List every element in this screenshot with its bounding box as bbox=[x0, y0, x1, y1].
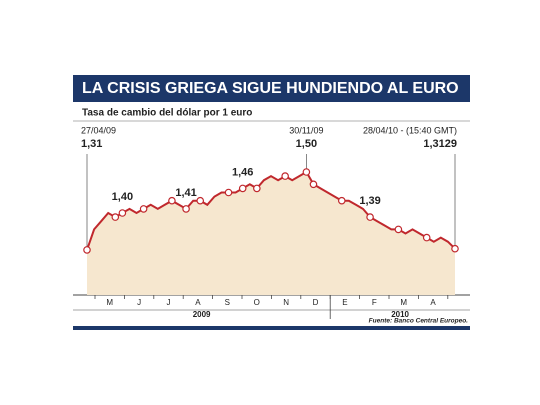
year-label: 2010 bbox=[391, 310, 409, 319]
bottom-bar bbox=[73, 326, 470, 330]
marker bbox=[337, 196, 346, 205]
annotation: 28/04/10 - (15:40 GMT) bbox=[363, 125, 457, 135]
annotation: 27/04/09 bbox=[81, 125, 116, 135]
value-label: 1,31 bbox=[81, 138, 102, 150]
area bbox=[87, 172, 455, 295]
marker bbox=[422, 233, 431, 242]
value-label: 1,3129 bbox=[423, 138, 457, 150]
x-tick-label: O bbox=[254, 298, 260, 307]
marker bbox=[281, 172, 289, 180]
marker bbox=[238, 184, 247, 193]
x-tick-label: D bbox=[313, 298, 319, 307]
chart-title: LA CRISIS GRIEGA SIGUE HUNDIENDO AL EURO bbox=[82, 80, 459, 97]
marker bbox=[366, 213, 374, 221]
x-tick-label: E bbox=[342, 298, 347, 307]
annotation: 30/11/09 bbox=[289, 125, 323, 135]
title-bar bbox=[73, 75, 470, 102]
x-tick-label: A bbox=[195, 298, 201, 307]
value-label: 1,41 bbox=[175, 187, 196, 199]
marker bbox=[182, 205, 190, 213]
marker bbox=[394, 225, 403, 234]
x-tick-label: J bbox=[167, 298, 171, 307]
x-tick-label: S bbox=[225, 298, 230, 307]
subtitle: Tasa de cambio del dólar por 1 euro bbox=[82, 108, 252, 119]
marker bbox=[451, 244, 459, 253]
value-label: 1,46 bbox=[232, 166, 253, 178]
marker bbox=[196, 196, 205, 205]
marker bbox=[139, 205, 148, 213]
x-tick-label: M bbox=[106, 298, 113, 307]
marker bbox=[224, 188, 233, 197]
value-label: 1,40 bbox=[112, 191, 133, 203]
marker bbox=[168, 196, 176, 205]
x-tick-label: F bbox=[372, 298, 377, 307]
marker bbox=[83, 246, 91, 254]
x-tick-label: M bbox=[400, 298, 407, 307]
value-label: 1,50 bbox=[296, 138, 317, 150]
value-label: 1,39 bbox=[359, 195, 380, 207]
year-label: 2009 bbox=[193, 310, 211, 319]
source: Fuente: Banco Central Europeo. bbox=[369, 318, 469, 325]
marker bbox=[111, 213, 120, 221]
marker bbox=[253, 184, 261, 193]
line bbox=[86, 170, 456, 251]
marker bbox=[118, 209, 127, 217]
x-tick-label: A bbox=[430, 298, 436, 307]
marker bbox=[302, 168, 311, 176]
marker bbox=[309, 180, 318, 189]
x-tick-label: J bbox=[137, 298, 141, 307]
x-tick-label: N bbox=[283, 298, 289, 307]
